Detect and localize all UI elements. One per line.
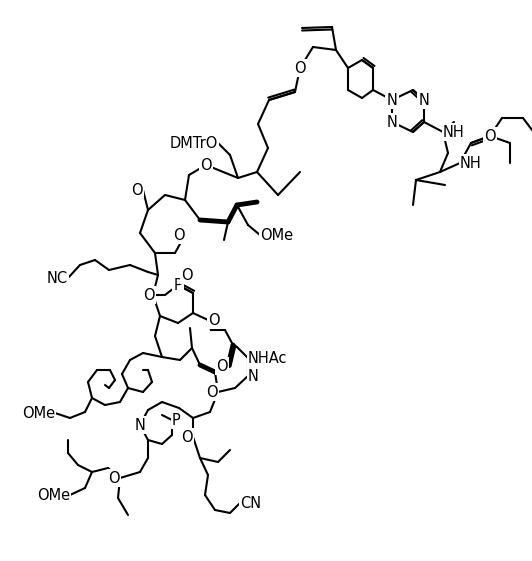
Text: OMe: OMe [22,406,55,421]
Text: O: O [109,471,120,485]
Text: N: N [387,114,397,130]
Text: N: N [135,417,145,433]
Text: P: P [173,278,182,292]
Text: N: N [419,93,429,108]
Text: O: O [181,430,193,444]
Text: O: O [206,384,218,399]
Text: N: N [248,369,259,384]
Text: O: O [217,358,228,374]
Text: NH: NH [460,155,482,171]
Text: NH: NH [443,125,465,140]
Text: NC: NC [47,270,68,286]
Text: OMe: OMe [260,228,293,242]
Text: DMTrO: DMTrO [170,136,218,150]
Text: CN: CN [240,495,261,511]
Text: O: O [200,158,212,172]
Text: O: O [173,228,185,242]
Text: O: O [181,268,193,283]
Text: O: O [294,61,306,76]
Text: O: O [131,182,143,197]
Text: OMe: OMe [37,488,70,503]
Text: N: N [387,93,397,108]
Text: O: O [484,128,496,144]
Text: O: O [144,287,155,302]
Text: P: P [172,412,181,427]
Text: O: O [208,312,220,328]
Text: NHAc: NHAc [248,351,287,366]
